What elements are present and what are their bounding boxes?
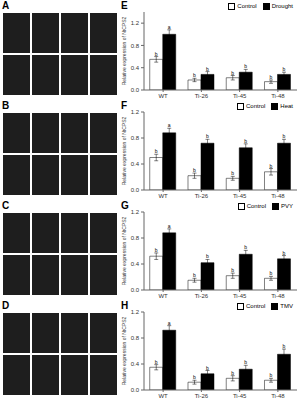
svg-text:b: b <box>193 167 196 173</box>
html-text:B: B <box>2 100 10 111</box>
svg-text:0.0: 0.0 <box>131 187 140 193</box>
svg-text:Relative expression of NtCPS2: Relative expression of NtCPS2 <box>121 116 127 185</box>
svg-text:1.2: 1.2 <box>131 209 140 215</box>
svg-text:b: b <box>244 359 247 365</box>
svg-text:1.2: 1.2 <box>131 109 140 115</box>
svg-text:0.8: 0.8 <box>131 43 140 49</box>
svg-text:b: b <box>206 66 209 72</box>
svg-text:b: b <box>193 272 196 278</box>
svg-text:WT: WT <box>158 193 168 199</box>
svg-text:b: b <box>155 359 158 365</box>
svg-text:Ti-48: Ti-48 <box>271 93 285 99</box>
svg-text:a: a <box>168 24 171 30</box>
svg-text:Ti-26: Ti-26 <box>195 293 209 299</box>
html-text:E: E <box>121 0 128 11</box>
svg-text:Relative expression of NtCPS2: Relative expression of NtCPS2 <box>121 216 127 285</box>
svg-text:0.4: 0.4 <box>131 65 140 71</box>
svg-text:b: b <box>206 253 209 259</box>
html-text:A: A <box>2 0 10 11</box>
svg-text:Ti-26: Ti-26 <box>195 93 209 99</box>
html-text:Heat: Heat <box>280 103 293 109</box>
svg-text:b: b <box>283 133 286 139</box>
svg-text:b: b <box>231 267 234 273</box>
svg-text:1.2: 1.2 <box>131 309 140 315</box>
html-text:Control: Control <box>246 103 266 109</box>
svg-text:b: b <box>283 66 286 72</box>
svg-text:Ti-45: Ti-45 <box>233 193 247 199</box>
svg-text:0.0: 0.0 <box>131 87 140 93</box>
svg-text:b: b <box>244 244 247 250</box>
svg-text:Ti-48: Ti-48 <box>271 393 285 399</box>
svg-text:b: b <box>270 74 273 80</box>
svg-text:b: b <box>155 51 158 57</box>
svg-text:a: a <box>168 122 171 128</box>
svg-text:b: b <box>193 72 196 78</box>
html-text:C: C <box>2 200 10 211</box>
svg-text:b: b <box>206 365 209 371</box>
html-text:Drought: Drought <box>271 3 293 9</box>
svg-text:b: b <box>231 170 234 176</box>
svg-text:a: a <box>168 320 171 326</box>
html-text:Control: Control <box>237 3 257 9</box>
svg-text:0.0: 0.0 <box>131 387 140 393</box>
svg-text:a: a <box>168 223 171 229</box>
svg-text:b: b <box>244 138 247 144</box>
svg-text:0.4: 0.4 <box>131 161 140 167</box>
svg-text:WT: WT <box>158 293 168 299</box>
svg-text:0.8: 0.8 <box>131 135 140 141</box>
html-text:D: D <box>2 300 10 311</box>
svg-text:Ti-45: Ti-45 <box>233 93 247 99</box>
svg-text:1.2: 1.2 <box>131 20 140 26</box>
svg-text:0.4: 0.4 <box>131 261 140 267</box>
svg-text:b: b <box>231 370 234 376</box>
svg-text:b: b <box>270 270 273 276</box>
svg-text:Relative expression of NtCPS2: Relative expression of NtCPS2 <box>121 16 127 85</box>
svg-text:Ti-48: Ti-48 <box>271 193 285 199</box>
svg-text:Ti-26: Ti-26 <box>195 193 209 199</box>
svg-text:Ti-45: Ti-45 <box>233 293 247 299</box>
svg-text:Ti-48: Ti-48 <box>271 293 285 299</box>
svg-text:WT: WT <box>158 93 168 99</box>
html-text:Control: Control <box>246 303 266 309</box>
svg-text:b: b <box>155 247 158 253</box>
svg-text:Relative expression of NtCPS2: Relative expression of NtCPS2 <box>121 316 127 385</box>
svg-text:Ti-45: Ti-45 <box>233 393 247 399</box>
html-text:F: F <box>121 100 128 111</box>
svg-text:b: b <box>283 250 286 256</box>
svg-text:b: b <box>193 374 196 380</box>
html-text:Control: Control <box>246 203 266 209</box>
html-text:PVY: PVY <box>281 203 293 209</box>
svg-text:b: b <box>283 343 286 349</box>
svg-text:b: b <box>231 70 234 76</box>
svg-text:0.8: 0.8 <box>131 335 140 341</box>
svg-text:WT: WT <box>158 393 168 399</box>
html-text:H: H <box>121 300 129 311</box>
svg-text:b: b <box>206 133 209 139</box>
svg-text:b: b <box>244 63 247 69</box>
svg-text:Ti-26: Ti-26 <box>195 393 209 399</box>
html-text:TMV: TMV <box>280 303 293 309</box>
svg-text:b: b <box>270 372 273 378</box>
svg-text:b: b <box>155 148 158 154</box>
svg-text:0.4: 0.4 <box>131 361 140 367</box>
svg-text:0.0: 0.0 <box>131 287 140 293</box>
html-text:G: G <box>121 200 129 211</box>
svg-text:b: b <box>270 163 273 169</box>
svg-text:0.8: 0.8 <box>131 235 140 241</box>
